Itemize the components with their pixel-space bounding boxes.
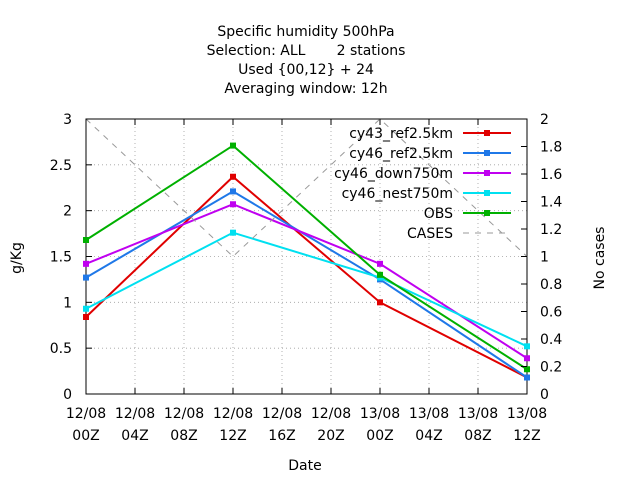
x-axis-ticks: 12/08 00Z 12/08 04Z 12/08 08Z 12/08 12Z 12/08 16Z…	[66, 119, 547, 444]
data-point-cy43_ref2.5km	[83, 314, 89, 320]
y2-axis-ticks: 0 0.2 0.4 0.6 0.8 1 1.2 1.4 1.6 1.8 2	[521, 112, 562, 403]
x-tick-label-day: 13/08	[409, 406, 449, 422]
x-tick-label-hour: 04Z	[121, 428, 148, 444]
title-line: Selection: ALL 2 stations	[207, 43, 406, 59]
y2-tick-label: 0	[540, 387, 549, 403]
legend-label: OBS	[424, 206, 453, 222]
data-point-cy46_down750m	[230, 201, 236, 208]
series-line-cy46_ref2.5km	[85, 190, 528, 379]
series-line-CASES	[85, 118, 528, 258]
y-tick-label: 1.5	[50, 250, 72, 266]
y2-tick-label: 1.2	[540, 222, 562, 238]
x-tick-label-day: 13/08	[458, 406, 498, 422]
legend-label: cy46_nest750m	[342, 186, 453, 202]
data-point-cy43_ref2.5km	[230, 173, 236, 180]
data-point-OBS	[230, 142, 236, 149]
data-point-cy46_nest750m	[524, 343, 530, 350]
data-point-cy46_ref2.5km	[230, 188, 236, 195]
legend-marker	[484, 150, 490, 156]
series-lines	[83, 118, 530, 381]
data-point-OBS	[83, 237, 89, 243]
x-tick-label-day: 13/08	[507, 406, 547, 422]
y2-tick-label: 2	[540, 112, 549, 128]
legend-label: cy43_ref2.5km	[349, 126, 453, 142]
chart-title: Specific humidity 500hPa Selection: ALL 2…	[207, 24, 406, 97]
y2-tick-label: 0.2	[540, 360, 562, 376]
legend-label: cy46_down750m	[334, 166, 453, 182]
series-line-cy43_ref2.5km	[85, 175, 528, 379]
x-tick-label-day: 12/08	[66, 406, 106, 422]
y2-tick-label: 0.4	[540, 332, 562, 348]
legend: cy43_ref2.5km cy46_ref2.5km cy46_down750mc…	[334, 126, 511, 242]
data-point-cy46_down750m	[524, 355, 530, 362]
y-tick-label: 0.5	[50, 341, 72, 357]
x-tick-label-day: 13/08	[360, 406, 400, 422]
legend-marker	[484, 170, 490, 176]
x-tick-label-day: 12/08	[213, 406, 253, 422]
data-point-cy46_nest750m	[83, 305, 89, 312]
x-tick-label-hour: 00Z	[72, 428, 99, 444]
x-axis-label: Date	[288, 458, 321, 474]
x-tick-label-hour: 12Z	[219, 428, 246, 444]
data-point-cy43_ref2.5km	[377, 299, 383, 306]
x-tick-label-day: 12/08	[115, 406, 155, 422]
data-point-OBS	[524, 366, 530, 373]
y2-axis-label: No cases	[592, 227, 608, 290]
data-point-cy46_down750m	[83, 260, 89, 267]
legend-marker	[484, 130, 490, 136]
title-line: Specific humidity 500hPa	[217, 24, 394, 40]
data-point-cy46_nest750m	[230, 229, 236, 236]
y-tick-label: 3	[63, 112, 72, 128]
x-tick-label-hour: 04Z	[415, 428, 442, 444]
y-tick-label: 2.5	[50, 158, 72, 174]
x-tick-label-day: 12/08	[262, 406, 302, 422]
y2-tick-label: 1.4	[540, 195, 562, 211]
x-tick-label-hour: 12Z	[513, 428, 540, 444]
data-point-cy46_down750m	[377, 260, 383, 267]
title-line: Averaging window: 12h	[224, 81, 387, 97]
data-point-cy46_ref2.5km	[83, 274, 89, 281]
data-point-cy46_ref2.5km	[524, 374, 530, 381]
title-line: Used {00,12} + 24	[238, 62, 374, 78]
x-tick-label-hour: 20Z	[317, 428, 344, 444]
y-axis-label: g/Kg	[9, 242, 25, 274]
y-tick-label: 2	[63, 204, 72, 220]
series-line-OBS	[85, 144, 528, 371]
y2-tick-label: 1.8	[540, 140, 562, 156]
x-tick-label-day: 12/08	[311, 406, 351, 422]
data-point-OBS	[377, 271, 383, 278]
y2-tick-label: 0.8	[540, 277, 562, 293]
legend-marker	[484, 190, 490, 196]
series-line-cy46_nest750m	[85, 231, 528, 348]
x-tick-label-hour: 08Z	[170, 428, 197, 444]
x-tick-label-day: 12/08	[164, 406, 204, 422]
y2-tick-label: 1.6	[540, 167, 562, 183]
y2-tick-label: 0.6	[540, 305, 562, 321]
grid	[86, 119, 527, 394]
series-line-cy46_down750m	[85, 203, 528, 360]
y-tick-label: 0	[63, 387, 72, 403]
legend-label: CASES	[407, 226, 453, 242]
x-tick-label-hour: 08Z	[464, 428, 491, 444]
y2-tick-label: 1	[540, 250, 549, 266]
y-axis-ticks: 0 0.5 1 1.5 2 2.5 3	[50, 112, 92, 403]
legend-label: cy46_ref2.5km	[349, 146, 453, 162]
legend-marker	[484, 210, 490, 216]
x-tick-label-hour: 00Z	[366, 428, 393, 444]
y-tick-label: 1	[63, 295, 72, 311]
x-tick-label-hour: 16Z	[268, 428, 295, 444]
